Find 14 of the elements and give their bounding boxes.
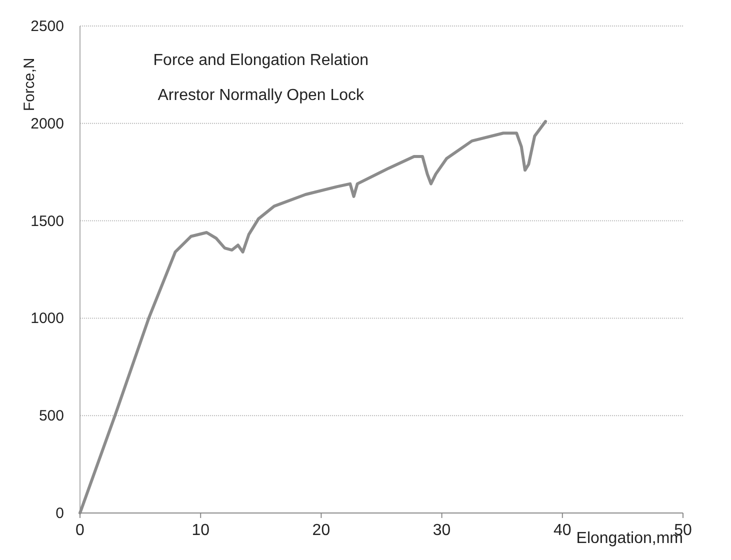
text: Force and Elongation Relation (153, 52, 369, 69)
y-tick-label: 2500 (30, 18, 64, 35)
y-tick-label: 1500 (30, 212, 64, 230)
y-tick-label: 0 (56, 505, 64, 522)
y-tick-label: 1000 (30, 310, 64, 328)
y-tick-label: 500 (38, 408, 64, 425)
x-tick-label: 20 (312, 522, 330, 539)
x-tick-label: 40 (554, 522, 572, 539)
y-tick-label: 2000 (30, 115, 64, 132)
x-tick-label: 30 (432, 522, 451, 539)
x-tick-label: 10 (192, 522, 210, 539)
x-tick-label: 0 (76, 522, 85, 539)
text: Arrestor Normally Open Lock (158, 87, 366, 104)
y-axis-title: Force,N (21, 58, 38, 112)
